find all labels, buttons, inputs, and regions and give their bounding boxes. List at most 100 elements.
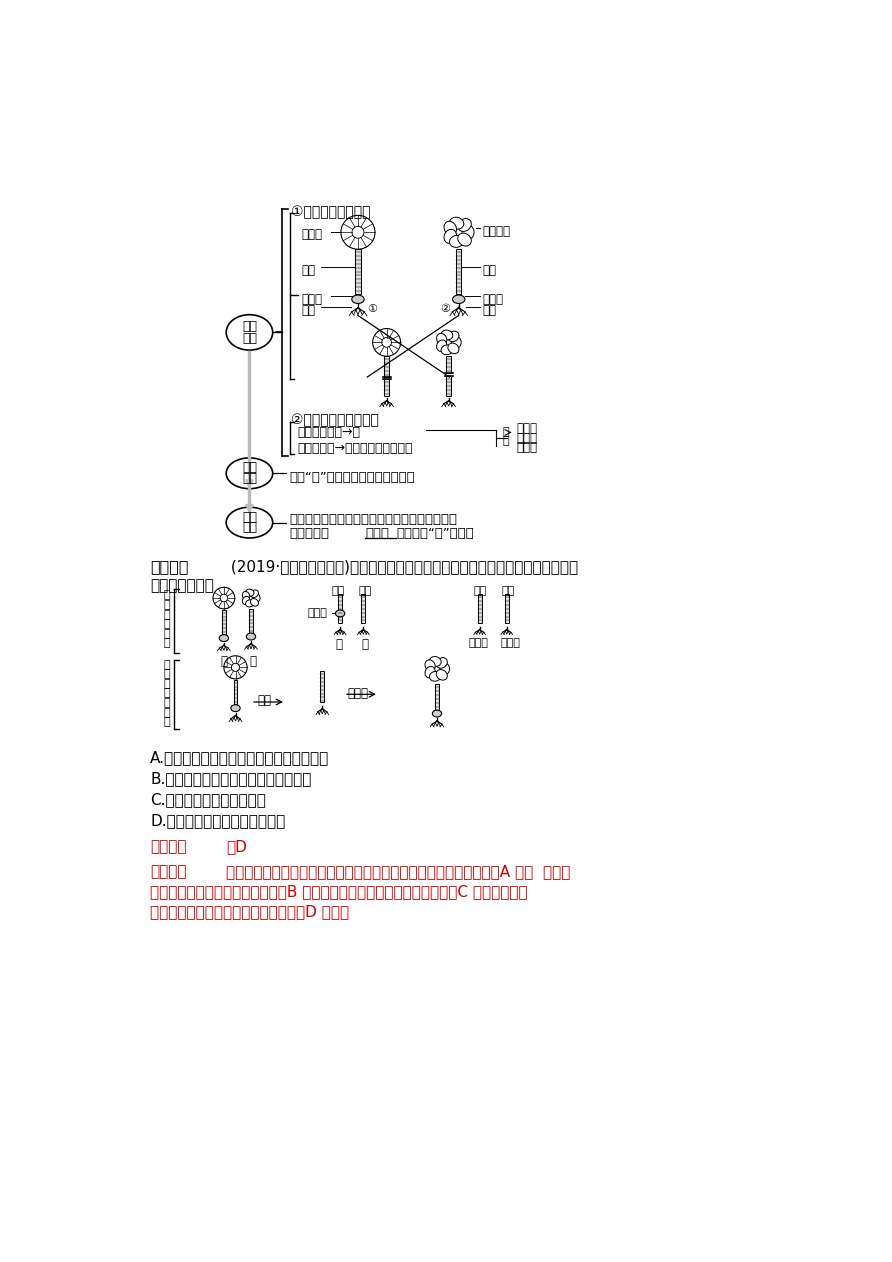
Text: 植: 植: [503, 435, 509, 445]
Ellipse shape: [436, 339, 447, 351]
Text: 乙: 乙: [249, 655, 256, 668]
Text: 假根: 假根: [482, 304, 496, 317]
Ellipse shape: [227, 507, 273, 538]
Circle shape: [382, 337, 392, 347]
Ellipse shape: [351, 295, 364, 304]
Text: 菊花形: 菊花形: [516, 432, 537, 444]
Text: ①: ①: [367, 304, 377, 314]
Ellipse shape: [458, 218, 471, 231]
Text: (2019·黑龙江六校一模)如图为伞藻嫁接实验与伞藻核移植实验示意图，该实验结: (2019·黑龙江六校一模)如图为伞藻嫁接实验与伞藻核移植实验示意图，该实验结: [227, 559, 578, 574]
Text: 伞形帽伞藻→去掉帽和核后的部分: 伞形帽伞藻→去掉帽和核后的部分: [298, 443, 413, 456]
Circle shape: [224, 656, 247, 679]
Text: 伞柄: 伞柄: [301, 264, 316, 276]
Bar: [446, 356, 451, 374]
Bar: [249, 608, 253, 632]
Ellipse shape: [425, 660, 435, 671]
Text: 分析: 分析: [242, 521, 257, 535]
Ellipse shape: [245, 589, 254, 596]
Text: 菊花形帽: 菊花形帽: [482, 226, 510, 239]
Text: 嫁: 嫁: [164, 610, 170, 620]
Ellipse shape: [251, 589, 259, 597]
Text: 实验: 实验: [242, 511, 257, 524]
Text: 说明，细胞核是细胞遗传的控制中心，D 正确。: 说明，细胞核是细胞遗传的控制中心，D 正确。: [150, 904, 350, 919]
Circle shape: [220, 594, 227, 602]
Text: B.细胞的分裂和分化是由细胞核控制的: B.细胞的分裂和分化是由细胞核控制的: [150, 771, 311, 786]
Ellipse shape: [436, 333, 447, 345]
Ellipse shape: [450, 236, 464, 247]
Ellipse shape: [451, 337, 461, 348]
Bar: [456, 249, 461, 294]
Text: 接: 接: [503, 427, 509, 437]
Text: 细胞核: 细胞核: [482, 293, 503, 307]
Text: 接: 接: [164, 620, 170, 630]
Text: 【答案】: 【答案】: [150, 839, 186, 854]
Text: ②伞藻核移植实验过程: ②伞藻核移植实验过程: [292, 413, 379, 428]
Ellipse shape: [441, 331, 453, 339]
Ellipse shape: [462, 225, 474, 240]
Text: 藻: 藻: [164, 669, 170, 679]
Text: D.细胞核是细胞遗传的控制中心: D.细胞核是细胞遗传的控制中心: [150, 813, 285, 828]
Ellipse shape: [429, 656, 442, 666]
Text: 伞藻核移植实验可排除假根中其他物质的作用，: 伞藻核移植实验可排除假根中其他物质的作用，: [290, 514, 458, 526]
Text: 结论: 结论: [242, 472, 257, 485]
Text: 控制伞藻“帽”的形状: 控制伞藻“帽”的形状: [397, 528, 475, 540]
Ellipse shape: [246, 634, 256, 640]
Text: 细胞核: 细胞核: [365, 528, 389, 540]
Ellipse shape: [253, 594, 260, 602]
Ellipse shape: [335, 610, 345, 617]
Ellipse shape: [251, 598, 259, 606]
Ellipse shape: [444, 221, 457, 235]
Text: 伞: 伞: [164, 591, 170, 601]
Bar: [222, 610, 226, 635]
Text: 实: 实: [164, 628, 170, 639]
Ellipse shape: [245, 599, 254, 607]
Text: 移: 移: [164, 689, 170, 698]
Ellipse shape: [429, 671, 442, 681]
Ellipse shape: [452, 295, 465, 304]
Bar: [338, 594, 342, 623]
Circle shape: [352, 226, 364, 239]
Text: D: D: [227, 839, 247, 854]
Bar: [435, 684, 439, 709]
Ellipse shape: [433, 711, 442, 717]
Ellipse shape: [448, 331, 459, 342]
Text: 伞柄: 伞柄: [482, 264, 496, 276]
Text: 实: 实: [164, 708, 170, 718]
Text: 细胞核: 细胞核: [308, 608, 327, 618]
Text: 核: 核: [164, 679, 170, 689]
Ellipse shape: [227, 314, 273, 350]
Text: 验: 验: [164, 717, 170, 727]
Ellipse shape: [219, 635, 228, 641]
Text: 伞形帽: 伞形帽: [301, 227, 322, 241]
Text: 乙柄: 乙柄: [473, 587, 486, 597]
Text: 核移植: 核移植: [348, 687, 369, 699]
Ellipse shape: [441, 345, 453, 355]
Text: 伞藻“帽”的形状是由细胞核控制的: 伞藻“帽”的形状是由细胞核控制的: [290, 472, 416, 485]
Ellipse shape: [243, 592, 250, 599]
Ellipse shape: [448, 343, 459, 353]
Text: 去核: 去核: [257, 694, 271, 707]
Circle shape: [231, 664, 240, 671]
Text: 甲: 甲: [220, 655, 227, 668]
Ellipse shape: [436, 658, 447, 668]
Text: 乙假根: 乙假根: [500, 639, 521, 649]
Bar: [361, 594, 366, 623]
Ellipse shape: [425, 666, 435, 678]
Text: C.细胞核是细胞代谢的中心: C.细胞核是细胞代谢的中心: [150, 793, 266, 808]
Bar: [234, 680, 237, 704]
Ellipse shape: [227, 458, 273, 488]
Text: 过程: 过程: [242, 332, 257, 345]
Text: 甲: 甲: [335, 639, 342, 651]
Text: A.生物体形态结构的建成主要与细胞质有关: A.生物体形态结构的建成主要与细胞质有关: [150, 751, 329, 766]
Text: 细胞核: 细胞核: [301, 293, 322, 307]
Ellipse shape: [450, 217, 464, 230]
Text: 假根: 假根: [301, 304, 316, 317]
Text: 实验: 实验: [242, 321, 257, 333]
Text: 从而证明是: 从而证明是: [290, 528, 330, 540]
Text: 【解析】: 【解析】: [150, 863, 186, 878]
Text: 藻: 藻: [164, 599, 170, 610]
Ellipse shape: [243, 597, 250, 604]
Text: ①伞藻威接实验过程: ①伞藻威接实验过程: [292, 206, 371, 220]
Ellipse shape: [444, 230, 457, 244]
Text: 变式训练: 变式训练: [150, 559, 189, 574]
